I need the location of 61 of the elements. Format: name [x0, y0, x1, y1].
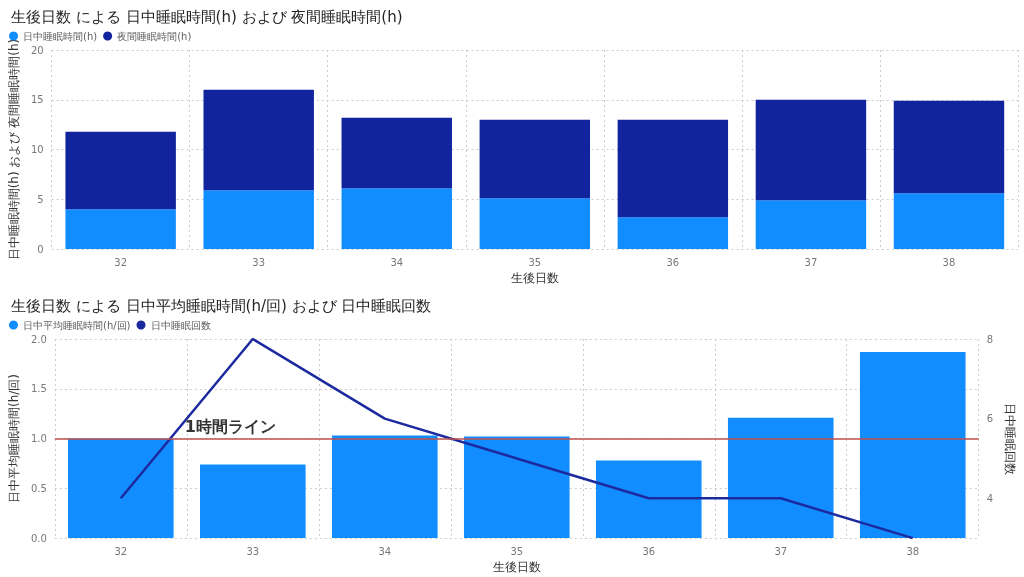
bar [68, 438, 174, 538]
y2-tick-label: 6 [986, 412, 994, 424]
x-tick-label: 35 [528, 256, 542, 268]
x-tick-label: 37 [774, 545, 788, 557]
bar [199, 463, 306, 538]
y-tick-label: 15 [30, 94, 44, 106]
bar [463, 436, 570, 538]
bar [727, 417, 834, 538]
x-tick-label: 36 [642, 545, 656, 557]
bar [617, 119, 729, 218]
bar [893, 193, 1005, 250]
chart-title: 生後日数 による 日中睡眠時間(h) および 夜間睡眠時間(h) [11, 7, 403, 26]
y-tick-label: 0.0 [30, 532, 47, 544]
x-tick-label: 35 [510, 545, 524, 557]
bar [755, 99, 867, 201]
y-tick-label: 1.5 [30, 382, 47, 394]
y2-tick-label: 4 [986, 492, 994, 504]
x-tick-label: 38 [942, 256, 956, 268]
bar [341, 117, 452, 189]
x-tick-label: 38 [906, 545, 920, 557]
bar [893, 100, 1005, 194]
x-tick-label: 34 [378, 545, 392, 557]
ref-line-label: 1時間ライン [184, 416, 276, 436]
x-tick-label: 37 [804, 256, 818, 268]
legend-label: 日中睡眠時間(h) [23, 30, 98, 42]
y-axis-title: 日中睡眠時間(h) および 夜間睡眠時間(h) [7, 38, 21, 261]
bar [65, 131, 176, 210]
bar [203, 190, 314, 250]
legend-label: 夜間睡眠時間(h) [117, 30, 192, 42]
x-tick-label: 33 [246, 545, 260, 557]
bar [341, 188, 452, 250]
legend-label: 日中平均睡眠時間(h/回) [23, 319, 131, 330]
bar [331, 435, 438, 538]
x-tick-label: 34 [390, 256, 404, 268]
y-tick-label: 0.5 [30, 482, 47, 494]
bar [203, 89, 314, 191]
bar [859, 351, 966, 538]
y2-axis-title: 日中睡眠回数 [1003, 402, 1017, 475]
bar [479, 198, 591, 250]
bar [595, 459, 702, 538]
y-axis-title: 日中平均睡眠時間(h/回) [7, 373, 21, 503]
y-tick-label: 1.0 [30, 432, 47, 444]
y-tick-label: 5 [37, 193, 44, 205]
bar [65, 209, 176, 250]
x-tick-label: 32 [114, 256, 128, 268]
y2-tick-label: 8 [986, 333, 994, 344]
chart-title: 生後日数 による 日中平均睡眠時間(h/回) および 日中睡眠回数 [11, 296, 432, 314]
x-tick-label: 33 [252, 256, 266, 268]
y-tick-label: 2.0 [30, 333, 47, 344]
y-tick-label: 20 [30, 44, 44, 56]
x-axis-title: 生後日数 [510, 271, 559, 285]
x-axis-title: 生後日数 [492, 559, 541, 574]
x-tick-label: 32 [114, 545, 128, 557]
bar [755, 200, 867, 250]
x-tick-label: 36 [666, 256, 680, 268]
legend-label: 日中睡眠回数 [150, 319, 211, 330]
bar [617, 217, 729, 250]
line-series [119, 337, 914, 539]
y-tick-label: 0 [37, 243, 44, 255]
y-tick-label: 10 [30, 144, 44, 156]
bar [479, 119, 591, 199]
